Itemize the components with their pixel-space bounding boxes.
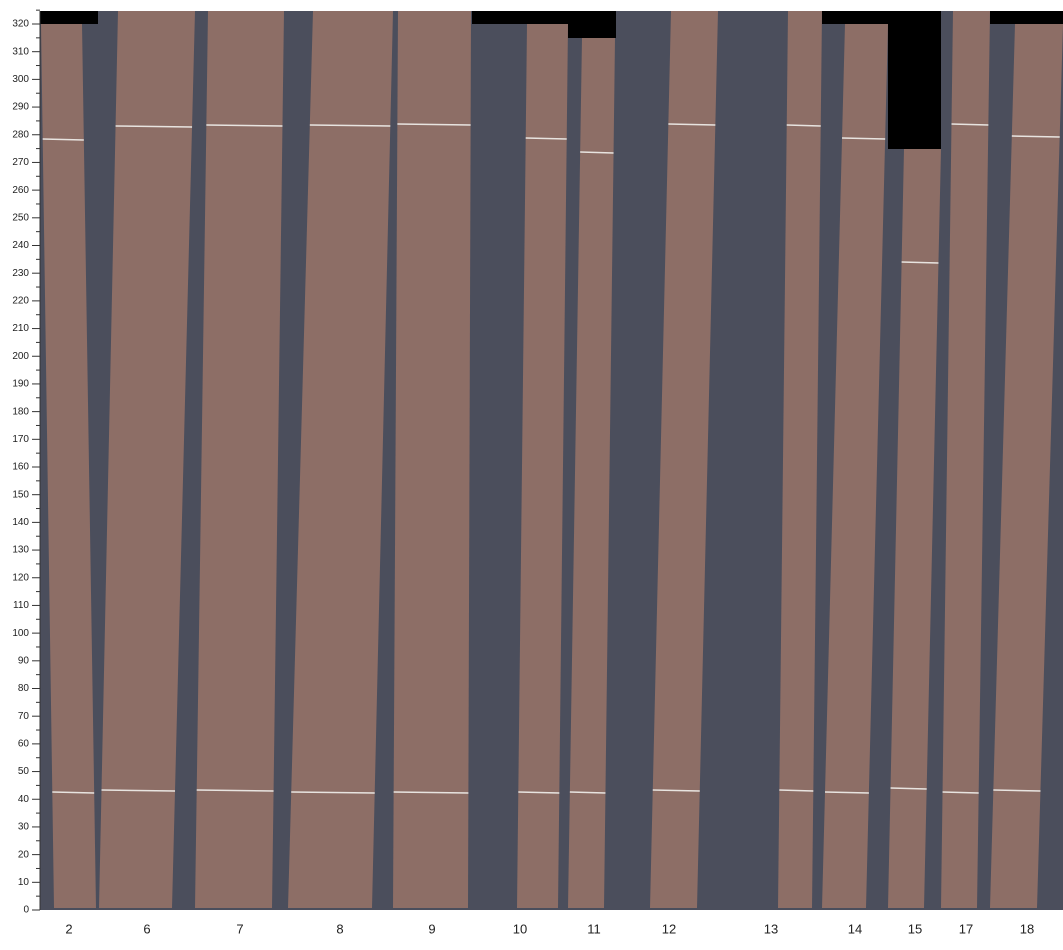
- veneer-strip: [517, 24, 568, 908]
- tick-label: 140: [12, 517, 29, 528]
- marker-line: [951, 123, 989, 126]
- tick-label: 200: [12, 351, 29, 362]
- tick-label: 300: [12, 74, 29, 85]
- tick-label: 120: [12, 572, 29, 583]
- strip-label: 10: [513, 921, 527, 936]
- strip-label: 12: [662, 921, 676, 936]
- tick-label: 100: [12, 628, 29, 639]
- tick-label: 10: [18, 877, 30, 888]
- tick-label: 80: [18, 683, 30, 694]
- marker-line: [668, 123, 716, 126]
- marker-line: [42, 138, 84, 141]
- tick-label: 90: [18, 655, 30, 666]
- marker-line: [580, 151, 614, 154]
- tick-label: 230: [12, 268, 29, 279]
- marker-line: [1011, 135, 1060, 138]
- strip-label: 9: [428, 921, 435, 936]
- tick-label: 320: [12, 19, 29, 30]
- veneer-strip: [941, 11, 990, 908]
- strip-label: 18: [1020, 921, 1034, 936]
- marker-line: [196, 789, 274, 792]
- veneer-strip: [650, 11, 718, 908]
- marker-line: [569, 791, 606, 794]
- marker-line: [993, 789, 1041, 792]
- strip-label: 7: [236, 921, 243, 936]
- marker-line: [206, 124, 283, 127]
- marker-line: [842, 137, 886, 140]
- strip-label: 13: [764, 921, 778, 936]
- tick-label: 110: [13, 600, 29, 611]
- tick-label: 210: [12, 323, 29, 334]
- tick-label: 70: [18, 711, 30, 722]
- veneer-strip: [888, 149, 941, 908]
- marker-line: [397, 123, 471, 126]
- veneer-strip: [195, 11, 284, 908]
- strip-label: 11: [587, 921, 601, 936]
- tick-label: 240: [12, 240, 29, 251]
- tick-label: 30: [18, 822, 30, 833]
- marker-line: [309, 124, 391, 127]
- tick-label: 40: [18, 794, 30, 805]
- tick-label: 0: [23, 905, 29, 916]
- strip-label: 6: [143, 921, 150, 936]
- tick-label: 310: [12, 46, 29, 57]
- marker-line: [942, 791, 979, 794]
- marker-line: [890, 787, 927, 790]
- veneer-strip: [778, 11, 822, 908]
- veneer-strip: [990, 24, 1063, 908]
- marker-line: [779, 789, 814, 792]
- tick-label: 160: [12, 462, 29, 473]
- tick-label: 190: [12, 379, 29, 390]
- tick-label: 130: [12, 545, 29, 556]
- strip-label: 14: [848, 921, 862, 936]
- empty-areas: [40, 11, 1063, 149]
- strip-label: 17: [959, 921, 973, 936]
- tick-label: 260: [12, 185, 29, 196]
- veneer-strip: [41, 24, 96, 908]
- marker-line: [525, 137, 567, 140]
- marker-line: [518, 791, 560, 794]
- tick-label: 270: [12, 157, 29, 168]
- veneer-strip: [568, 38, 615, 908]
- tick-label: 220: [12, 296, 29, 307]
- strip-label: 8: [336, 921, 343, 936]
- tick-label: 20: [18, 849, 30, 860]
- marker-line: [101, 789, 176, 792]
- tick-label: 180: [12, 406, 29, 417]
- marker-line: [786, 124, 821, 127]
- marker-line: [393, 791, 469, 794]
- tick-label: 150: [12, 489, 29, 500]
- tick-label: 250: [12, 212, 29, 223]
- marker-line: [52, 791, 95, 794]
- veneer-strips: [41, 11, 1063, 908]
- tick-label: 290: [12, 102, 29, 113]
- marker-line: [115, 125, 193, 128]
- tick-label: 280: [12, 129, 29, 140]
- veneer-strip: [99, 11, 195, 908]
- marker-line: [825, 791, 869, 794]
- veneer-strip: [822, 24, 888, 908]
- marker-line: [291, 791, 375, 794]
- veneer-strip: [393, 11, 471, 908]
- marker-line: [652, 789, 700, 792]
- marker-line: [901, 261, 939, 264]
- veneer-strip: [288, 11, 393, 908]
- tick-label: 60: [18, 739, 30, 750]
- tick-label: 50: [18, 766, 30, 777]
- strip-label: 15: [908, 921, 922, 936]
- strip-label: 2: [65, 921, 72, 936]
- tick-label: 170: [12, 434, 29, 445]
